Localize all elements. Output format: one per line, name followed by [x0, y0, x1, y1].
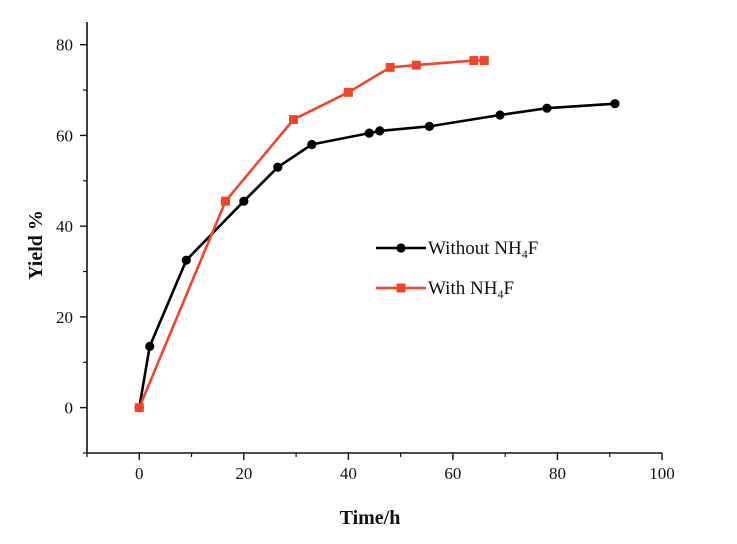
ticks: 0 20 40 60 80 100 0 20 40 60 80	[56, 36, 675, 483]
series-2	[134, 56, 489, 413]
series-1	[134, 99, 620, 413]
legend-item-2: With NH4F	[376, 278, 514, 301]
legend-label: Without NH4F	[428, 238, 538, 261]
legend-item-1: Without NH4F	[376, 238, 538, 261]
series-layer	[134, 56, 620, 413]
data-point	[364, 128, 374, 138]
y-tick-label: 40	[56, 217, 73, 236]
data-point	[221, 196, 231, 206]
data-point	[145, 341, 155, 351]
data-point	[343, 87, 353, 97]
series-line	[138, 59, 485, 409]
data-point	[239, 196, 249, 206]
data-point	[385, 62, 395, 72]
data-point	[542, 103, 552, 113]
y-axis-label: Yield %	[25, 210, 47, 280]
x-axis-label: Time/h	[340, 507, 401, 529]
series-line	[137, 102, 616, 408]
data-point	[424, 121, 434, 131]
data-point	[375, 126, 385, 136]
y-tick-label: 20	[56, 308, 73, 327]
data-point	[307, 139, 317, 150]
data-point	[273, 162, 283, 172]
y-tick-label: 60	[56, 126, 73, 145]
y-tick-label: 0	[65, 399, 74, 418]
data-point	[288, 115, 298, 125]
data-point	[411, 60, 421, 70]
data-point	[495, 110, 505, 120]
x-tick-label: 20	[235, 464, 252, 483]
data-point	[469, 56, 479, 66]
data-point	[479, 56, 489, 66]
y-tick-label: 80	[56, 36, 73, 55]
x-tick-label: 40	[340, 464, 357, 483]
data-point	[134, 403, 144, 413]
legend: Without NH4F With NH4F	[376, 238, 538, 301]
x-tick-label: 80	[549, 464, 566, 483]
legend-label: With NH4F	[428, 278, 514, 301]
legend-marker	[396, 283, 406, 293]
data-point	[610, 99, 620, 109]
x-tick-label: 100	[649, 464, 675, 483]
x-tick-label: 0	[135, 464, 144, 483]
legend-marker	[396, 243, 406, 253]
data-point	[181, 255, 191, 265]
x-tick-label: 60	[444, 464, 461, 483]
axes	[86, 22, 662, 454]
